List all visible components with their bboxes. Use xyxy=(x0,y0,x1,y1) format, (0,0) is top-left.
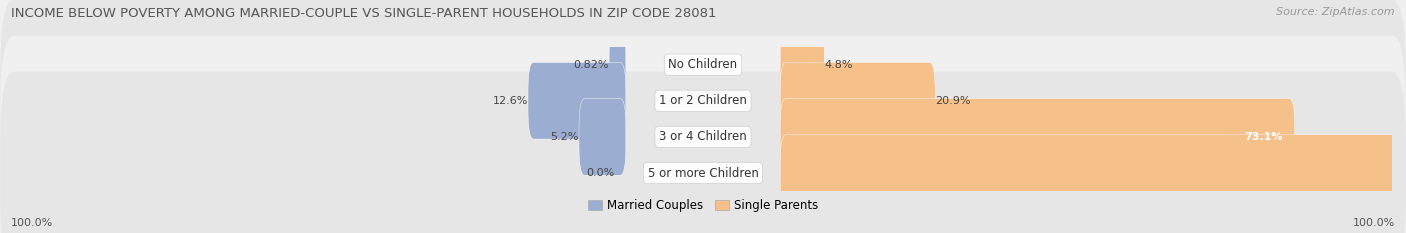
FancyBboxPatch shape xyxy=(780,99,1295,175)
FancyBboxPatch shape xyxy=(609,26,626,103)
Text: 5.2%: 5.2% xyxy=(551,132,579,142)
Text: 3 or 4 Children: 3 or 4 Children xyxy=(659,130,747,143)
Text: Source: ZipAtlas.com: Source: ZipAtlas.com xyxy=(1277,7,1395,17)
Text: 12.6%: 12.6% xyxy=(492,96,529,106)
FancyBboxPatch shape xyxy=(529,62,626,139)
FancyBboxPatch shape xyxy=(0,36,1406,233)
FancyBboxPatch shape xyxy=(0,0,1406,166)
Text: 100.0%: 100.0% xyxy=(1353,218,1395,228)
Legend: Married Couples, Single Parents: Married Couples, Single Parents xyxy=(583,195,823,217)
Text: 0.0%: 0.0% xyxy=(586,168,614,178)
Text: 73.1%: 73.1% xyxy=(1244,132,1282,142)
Text: 4.8%: 4.8% xyxy=(824,60,853,70)
Text: 0.82%: 0.82% xyxy=(574,60,609,70)
Text: No Children: No Children xyxy=(668,58,738,71)
Text: 100.0%: 100.0% xyxy=(11,218,53,228)
FancyBboxPatch shape xyxy=(780,26,824,103)
FancyBboxPatch shape xyxy=(0,72,1406,233)
FancyBboxPatch shape xyxy=(780,135,1406,211)
Text: INCOME BELOW POVERTY AMONG MARRIED-COUPLE VS SINGLE-PARENT HOUSEHOLDS IN ZIP COD: INCOME BELOW POVERTY AMONG MARRIED-COUPL… xyxy=(11,7,717,20)
Text: 5 or more Children: 5 or more Children xyxy=(648,167,758,179)
Text: 1 or 2 Children: 1 or 2 Children xyxy=(659,94,747,107)
FancyBboxPatch shape xyxy=(579,99,626,175)
Text: 20.9%: 20.9% xyxy=(935,96,970,106)
FancyBboxPatch shape xyxy=(0,0,1406,202)
FancyBboxPatch shape xyxy=(780,62,935,139)
